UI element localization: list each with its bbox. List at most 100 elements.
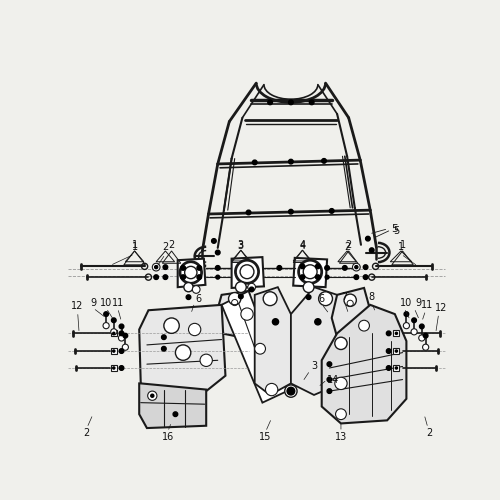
Circle shape — [163, 265, 168, 270]
Text: 1: 1 — [132, 240, 138, 250]
Circle shape — [404, 312, 408, 316]
Text: 11: 11 — [112, 298, 124, 308]
Circle shape — [112, 350, 115, 352]
Text: 12: 12 — [435, 303, 447, 313]
Text: 5: 5 — [392, 224, 398, 234]
Circle shape — [181, 266, 186, 270]
Bar — [110, 330, 117, 336]
Circle shape — [358, 320, 370, 331]
Polygon shape — [178, 258, 206, 287]
Polygon shape — [322, 305, 406, 424]
Circle shape — [344, 294, 356, 306]
Text: 10: 10 — [400, 298, 412, 308]
Circle shape — [386, 349, 391, 354]
Text: 14: 14 — [327, 374, 340, 384]
Circle shape — [112, 318, 116, 322]
Circle shape — [364, 275, 368, 280]
Circle shape — [112, 332, 115, 334]
Circle shape — [300, 264, 305, 268]
Bar — [394, 365, 400, 371]
Text: 2: 2 — [168, 240, 174, 250]
Circle shape — [184, 282, 193, 292]
Circle shape — [418, 335, 425, 341]
Circle shape — [197, 275, 202, 280]
Text: 4: 4 — [300, 240, 306, 250]
Circle shape — [288, 210, 293, 214]
Circle shape — [327, 377, 332, 382]
Circle shape — [110, 328, 117, 335]
Circle shape — [298, 260, 322, 283]
Text: 1: 1 — [400, 240, 406, 250]
Circle shape — [327, 362, 332, 366]
Circle shape — [318, 292, 332, 306]
Text: 5: 5 — [394, 226, 400, 236]
Circle shape — [315, 318, 321, 325]
Circle shape — [342, 266, 347, 270]
Circle shape — [396, 350, 398, 352]
Circle shape — [325, 266, 330, 270]
Circle shape — [216, 266, 220, 270]
Circle shape — [252, 160, 257, 164]
Polygon shape — [291, 287, 341, 395]
Circle shape — [119, 331, 124, 336]
Circle shape — [163, 275, 168, 280]
Text: 8: 8 — [368, 292, 375, 302]
Text: 3: 3 — [238, 242, 244, 252]
Circle shape — [355, 266, 358, 268]
Circle shape — [287, 387, 295, 395]
Circle shape — [228, 292, 241, 305]
Circle shape — [300, 275, 305, 280]
Polygon shape — [232, 257, 264, 288]
Polygon shape — [216, 291, 252, 337]
Circle shape — [420, 324, 424, 328]
Circle shape — [112, 367, 115, 369]
Circle shape — [188, 324, 201, 336]
Polygon shape — [139, 384, 206, 428]
Circle shape — [200, 354, 212, 366]
Circle shape — [181, 275, 186, 280]
Polygon shape — [293, 258, 327, 287]
Text: 10: 10 — [100, 298, 112, 308]
Circle shape — [152, 264, 160, 271]
Circle shape — [186, 295, 191, 300]
Circle shape — [248, 284, 256, 291]
Text: 6: 6 — [196, 294, 202, 304]
Circle shape — [118, 335, 124, 341]
Text: 12: 12 — [72, 302, 84, 312]
Circle shape — [310, 100, 314, 104]
Circle shape — [364, 265, 368, 270]
Circle shape — [411, 328, 417, 335]
Circle shape — [306, 295, 311, 300]
Circle shape — [216, 250, 220, 255]
Text: 11: 11 — [421, 300, 434, 310]
Text: 2: 2 — [84, 428, 90, 438]
Polygon shape — [139, 305, 226, 395]
Text: 15: 15 — [260, 432, 272, 442]
Circle shape — [352, 264, 360, 271]
Circle shape — [336, 409, 346, 420]
Circle shape — [154, 275, 158, 280]
Text: 2: 2 — [162, 242, 168, 252]
Circle shape — [119, 324, 124, 328]
Circle shape — [316, 264, 320, 268]
Bar — [394, 348, 400, 354]
Polygon shape — [222, 291, 287, 403]
Text: 16: 16 — [162, 432, 174, 442]
Text: 9: 9 — [90, 298, 96, 308]
Polygon shape — [332, 288, 370, 345]
Circle shape — [119, 366, 124, 370]
Circle shape — [424, 334, 428, 338]
Bar — [394, 330, 400, 336]
Circle shape — [197, 266, 202, 270]
Text: 1: 1 — [398, 242, 404, 252]
Circle shape — [164, 318, 179, 334]
Circle shape — [173, 412, 178, 416]
Circle shape — [404, 322, 409, 328]
Circle shape — [277, 266, 281, 270]
Circle shape — [316, 275, 320, 280]
Circle shape — [192, 286, 200, 294]
Circle shape — [386, 366, 391, 370]
Circle shape — [366, 236, 370, 241]
Circle shape — [303, 282, 314, 292]
Circle shape — [422, 344, 428, 350]
